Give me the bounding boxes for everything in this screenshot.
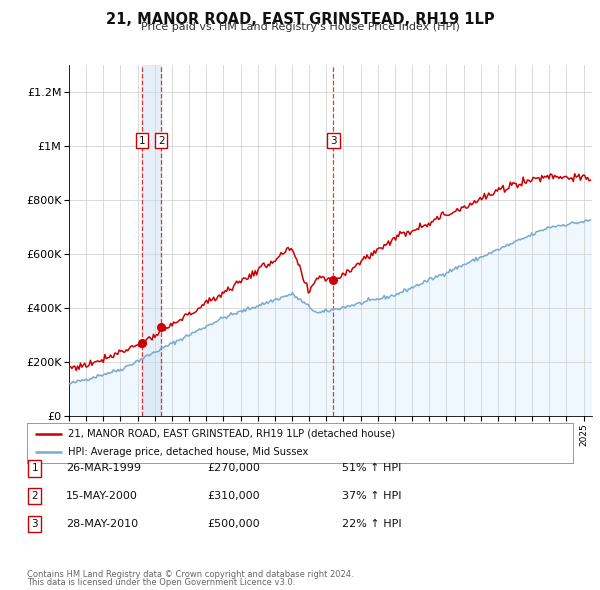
- Text: 2: 2: [31, 491, 38, 501]
- Text: Contains HM Land Registry data © Crown copyright and database right 2024.: Contains HM Land Registry data © Crown c…: [27, 570, 353, 579]
- Text: £310,000: £310,000: [207, 491, 260, 501]
- Text: This data is licensed under the Open Government Licence v3.0.: This data is licensed under the Open Gov…: [27, 578, 295, 587]
- Text: 2: 2: [158, 136, 164, 146]
- Text: 15-MAY-2000: 15-MAY-2000: [66, 491, 138, 501]
- Text: 3: 3: [31, 519, 38, 529]
- Bar: [142, 65, 161, 416]
- Text: £500,000: £500,000: [207, 519, 260, 529]
- Text: 26-MAR-1999: 26-MAR-1999: [66, 464, 141, 473]
- Text: 1: 1: [31, 464, 38, 473]
- Text: 21, MANOR ROAD, EAST GRINSTEAD, RH19 1LP: 21, MANOR ROAD, EAST GRINSTEAD, RH19 1LP: [106, 12, 494, 27]
- Text: £270,000: £270,000: [207, 464, 260, 473]
- Text: 22% ↑ HPI: 22% ↑ HPI: [342, 519, 401, 529]
- Text: HPI: Average price, detached house, Mid Sussex: HPI: Average price, detached house, Mid …: [68, 447, 308, 457]
- Text: 21, MANOR ROAD, EAST GRINSTEAD, RH19 1LP (detached house): 21, MANOR ROAD, EAST GRINSTEAD, RH19 1LP…: [68, 429, 395, 439]
- Text: 51% ↑ HPI: 51% ↑ HPI: [342, 464, 401, 473]
- Text: 1: 1: [139, 136, 145, 146]
- Text: 37% ↑ HPI: 37% ↑ HPI: [342, 491, 401, 501]
- Text: 28-MAY-2010: 28-MAY-2010: [66, 519, 138, 529]
- Text: 3: 3: [330, 136, 337, 146]
- Text: Price paid vs. HM Land Registry's House Price Index (HPI): Price paid vs. HM Land Registry's House …: [140, 22, 460, 32]
